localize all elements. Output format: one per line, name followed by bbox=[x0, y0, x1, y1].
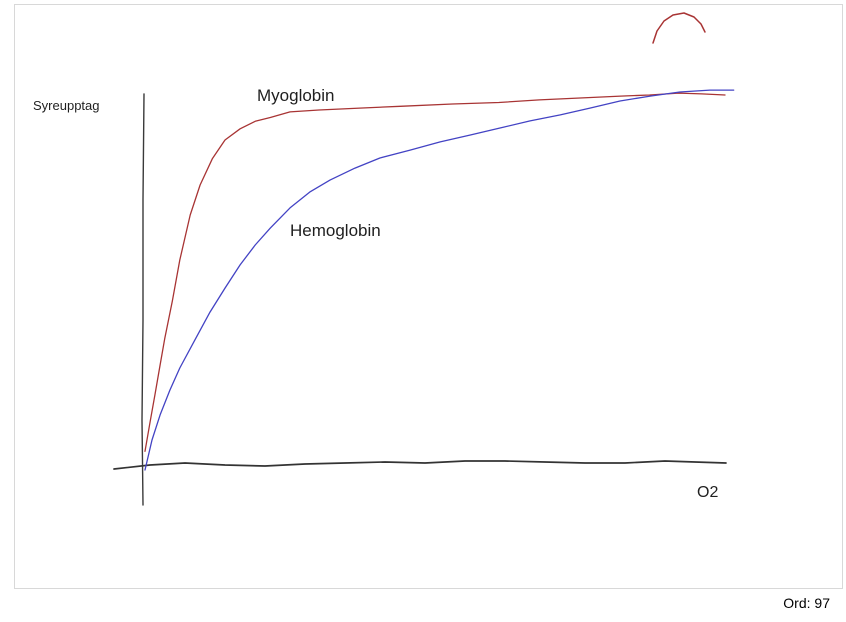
myoglobin-curve-label: Myoglobin bbox=[257, 86, 335, 105]
myoglobin-curve bbox=[144, 92, 726, 452]
word-count-badge: Ord: 97 bbox=[783, 595, 830, 611]
red-arc-stroke bbox=[652, 12, 706, 44]
baseline-stroke bbox=[113, 460, 727, 470]
hemoglobin-curve bbox=[144, 89, 735, 471]
hemoglobin-curve-label: Hemoglobin bbox=[290, 221, 381, 240]
drawing-canvas[interactable] bbox=[14, 4, 843, 589]
x-axis-label: O2 bbox=[697, 484, 719, 501]
y-axis-label: Syreupptag bbox=[33, 98, 100, 113]
y-axis-line bbox=[141, 93, 145, 506]
